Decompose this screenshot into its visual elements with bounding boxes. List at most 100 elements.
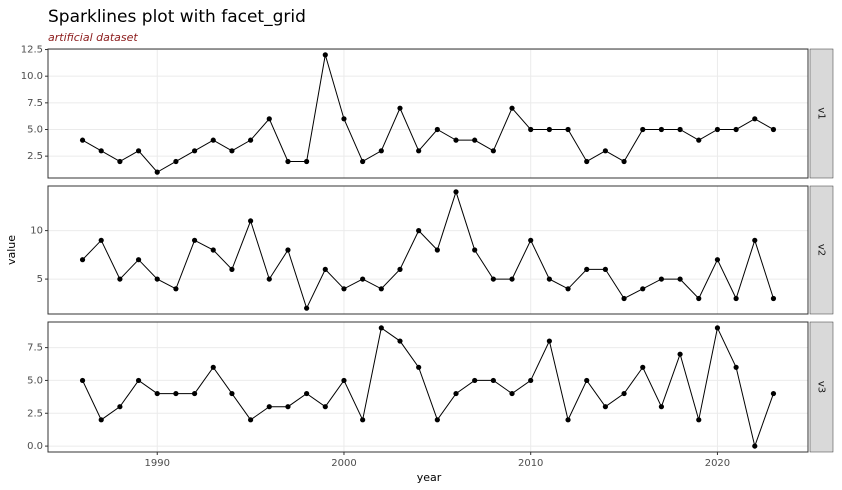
point xyxy=(304,390,310,397)
point xyxy=(602,148,608,154)
point xyxy=(490,276,496,282)
point xyxy=(509,390,515,397)
point xyxy=(714,325,721,331)
point xyxy=(98,417,104,423)
y-tick-label: 5 xyxy=(37,274,43,285)
point xyxy=(229,266,235,272)
point xyxy=(191,390,198,397)
point xyxy=(714,126,721,133)
point xyxy=(453,137,459,143)
point xyxy=(304,158,310,165)
point xyxy=(378,148,384,154)
point xyxy=(98,148,104,154)
point xyxy=(752,443,758,449)
point xyxy=(173,390,179,397)
point xyxy=(640,364,646,370)
point xyxy=(173,286,179,292)
panel xyxy=(48,322,808,452)
point xyxy=(266,404,272,410)
point xyxy=(79,377,86,384)
point xyxy=(285,247,291,253)
point xyxy=(658,404,665,410)
point xyxy=(453,189,459,195)
point xyxy=(434,247,440,253)
x-tick-label: 1990 xyxy=(145,458,170,469)
point xyxy=(285,404,291,410)
point xyxy=(248,137,254,143)
chart-title: Sparklines plot with facet_grid xyxy=(48,7,306,27)
point xyxy=(696,137,702,143)
point xyxy=(117,158,123,165)
point xyxy=(79,137,86,143)
point xyxy=(565,286,571,292)
point xyxy=(360,417,366,423)
point xyxy=(285,158,291,165)
panel xyxy=(48,49,808,178)
point xyxy=(640,126,646,133)
point xyxy=(360,276,366,282)
point xyxy=(658,276,665,282)
point xyxy=(602,266,608,272)
point xyxy=(117,276,123,282)
strip-label: v1 xyxy=(816,107,827,119)
point xyxy=(416,228,422,234)
point xyxy=(621,295,627,302)
point xyxy=(584,377,590,384)
point xyxy=(248,417,254,423)
point xyxy=(378,325,384,331)
strip xyxy=(809,185,834,315)
point xyxy=(733,364,739,370)
y-tick-label: 2.5 xyxy=(27,151,43,162)
line xyxy=(82,190,774,310)
y-tick-label: 12.5 xyxy=(21,45,43,56)
panel-border xyxy=(47,321,809,453)
point xyxy=(565,417,571,423)
point xyxy=(677,351,683,357)
point xyxy=(135,377,142,384)
point xyxy=(416,364,422,370)
point xyxy=(210,364,216,370)
point xyxy=(266,116,272,122)
point xyxy=(621,158,627,165)
point xyxy=(472,137,478,143)
chart-subtitle: artificial dataset xyxy=(48,31,138,44)
point xyxy=(714,257,721,263)
point xyxy=(509,276,515,282)
point xyxy=(733,295,739,302)
point xyxy=(341,116,347,122)
point xyxy=(154,169,160,175)
point xyxy=(191,148,198,154)
point xyxy=(117,404,123,410)
y-tick-label: 7.5 xyxy=(27,343,43,354)
point xyxy=(490,148,496,154)
point xyxy=(528,237,534,243)
y-tick-label: 2.5 xyxy=(27,408,43,419)
point xyxy=(770,390,777,397)
point xyxy=(154,390,160,397)
x-axis-label: year xyxy=(417,471,442,484)
point xyxy=(770,126,777,133)
point xyxy=(565,126,571,133)
y-tick-label: 5.0 xyxy=(27,375,43,386)
strip-label: v3 xyxy=(816,381,827,393)
point xyxy=(79,257,86,263)
point xyxy=(696,417,702,423)
point xyxy=(229,148,235,154)
point xyxy=(360,158,366,165)
point xyxy=(584,158,590,165)
point xyxy=(546,338,552,344)
point xyxy=(621,390,627,397)
point xyxy=(640,286,646,292)
point xyxy=(266,276,272,282)
panel xyxy=(48,186,808,314)
point xyxy=(528,377,534,384)
point xyxy=(397,338,403,344)
point xyxy=(434,126,440,133)
y-tick-label: 7.5 xyxy=(27,98,43,109)
line xyxy=(82,326,774,448)
point xyxy=(322,404,328,410)
point xyxy=(752,116,758,122)
point xyxy=(322,52,328,58)
y-tick-label: 5.0 xyxy=(27,124,43,135)
